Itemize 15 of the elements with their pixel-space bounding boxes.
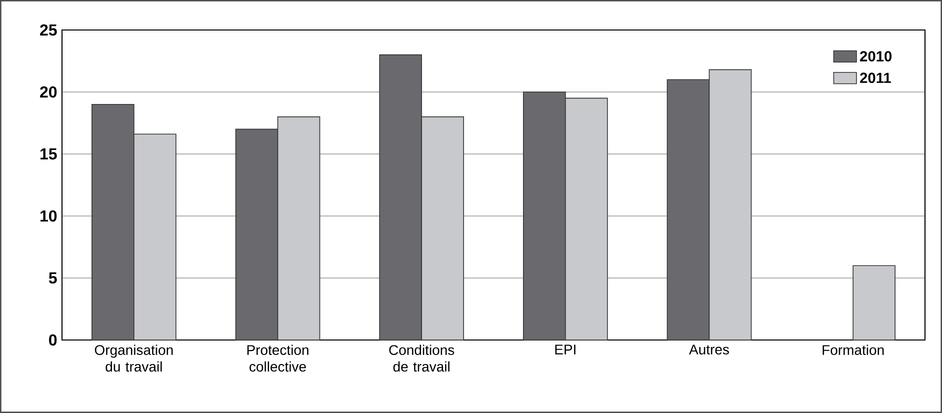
legend-label: 2010	[860, 51, 892, 62]
x-tick-label: Conditions de travail	[389, 344, 454, 372]
x-tick-label: Protection collective	[247, 344, 308, 372]
x-tick-label: Autres	[689, 344, 729, 354]
legend-label: 2011	[860, 72, 891, 84]
y-tick-label: 25	[40, 24, 57, 36]
y-tick-label: 10	[40, 210, 57, 222]
bar	[852, 265, 896, 340]
x-tick-label: Formation	[822, 344, 884, 355]
y-tick-label: 5	[48, 272, 57, 284]
y-tick-label: 20	[40, 86, 57, 98]
x-tick-label: EPI	[555, 344, 576, 354]
y-tick-label: 15	[40, 148, 57, 160]
y-tick-label: 0	[49, 334, 57, 346]
x-tick-label: Organisation du travail	[94, 344, 173, 372]
